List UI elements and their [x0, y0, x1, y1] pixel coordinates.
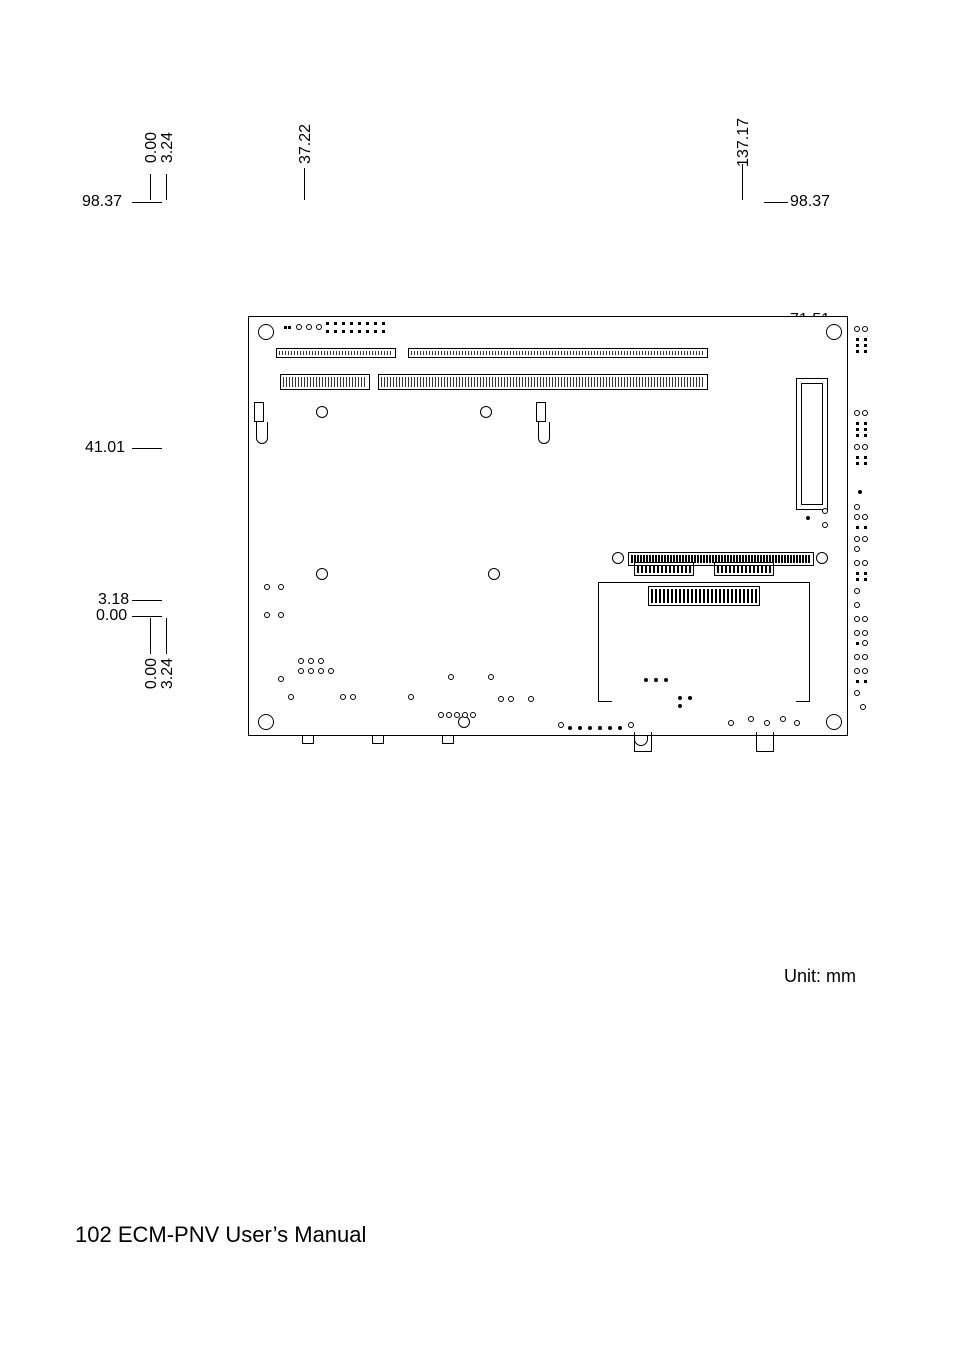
dim-top-0: 0.00 — [144, 132, 160, 163]
dim-top-2: 37.22 — [298, 124, 314, 164]
slot — [796, 378, 828, 510]
hole — [316, 568, 328, 580]
pad — [264, 584, 270, 590]
pad — [806, 516, 810, 520]
pad — [822, 508, 828, 514]
unit-label: Unit: mm — [784, 966, 856, 987]
tick — [742, 164, 743, 200]
dim-top-1: 3.24 — [160, 132, 176, 163]
page-footer: 102 ECM-PNV User’s Manual — [75, 1222, 366, 1248]
tick — [150, 618, 151, 654]
tab — [538, 422, 550, 444]
tab — [256, 422, 268, 444]
pad — [764, 720, 770, 726]
tab — [302, 736, 314, 744]
dim-right-0: 98.37 — [790, 194, 830, 210]
mount-hole — [826, 714, 842, 730]
tab — [372, 736, 384, 744]
bracket — [536, 402, 546, 422]
pad — [664, 678, 668, 682]
mechanical-drawing: 0.00 3.24 37.22 137.17 98.37 41.01 3.18 … — [88, 118, 868, 718]
bracket — [254, 402, 264, 422]
hole — [488, 568, 500, 580]
tick — [166, 174, 167, 200]
tab — [442, 736, 454, 744]
hole — [316, 406, 328, 418]
dim-bot-1: 3.24 — [160, 658, 176, 689]
pad — [748, 716, 754, 722]
dim-left-1: 41.01 — [85, 440, 125, 456]
pad — [688, 696, 692, 700]
leader — [132, 600, 162, 601]
mount-hole — [258, 714, 274, 730]
connector — [276, 348, 396, 358]
pad — [728, 720, 734, 726]
pad — [644, 678, 648, 682]
dim-left-2: 3.18 — [98, 592, 129, 608]
hole — [816, 552, 828, 564]
pad — [654, 678, 658, 682]
pad — [278, 584, 284, 590]
sodimm-socket — [598, 562, 810, 732]
leader — [132, 616, 162, 617]
dim-bot-0: 0.00 — [144, 658, 160, 689]
pad — [794, 720, 800, 726]
pad — [278, 612, 284, 618]
connector — [378, 374, 708, 390]
pad — [678, 704, 682, 708]
leader — [132, 448, 162, 449]
hole — [480, 406, 492, 418]
pad — [822, 522, 828, 528]
document-page: 0.00 3.24 37.22 137.17 98.37 41.01 3.18 … — [0, 0, 954, 1350]
connector — [408, 348, 708, 358]
leader — [132, 202, 162, 203]
dim-left-3: 0.00 — [96, 608, 127, 624]
right-pad-column — [854, 316, 868, 716]
mount-hole — [826, 324, 842, 340]
pad — [678, 696, 682, 700]
tick — [166, 618, 167, 654]
dim-left-0: 98.37 — [82, 194, 122, 210]
connector — [280, 374, 370, 390]
mount-hole — [258, 324, 274, 340]
tick — [150, 174, 151, 200]
pad — [780, 716, 786, 722]
leader — [764, 202, 788, 203]
dim-top-3: 137.17 — [736, 118, 752, 167]
pad — [264, 612, 270, 618]
tick — [304, 168, 305, 200]
